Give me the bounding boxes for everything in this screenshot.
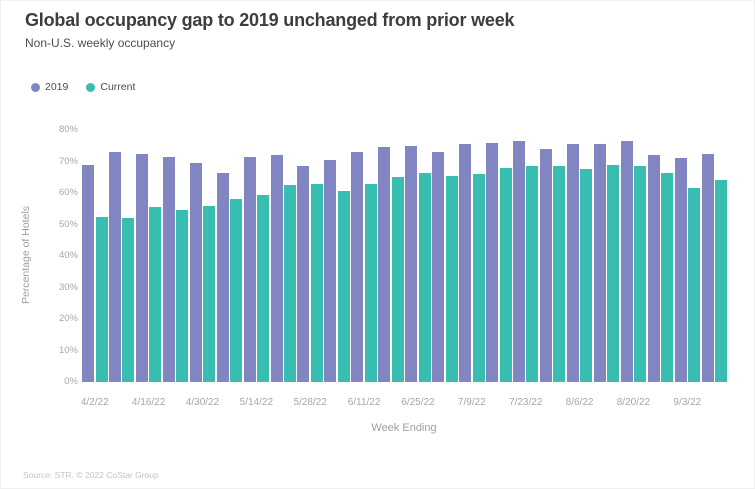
x-axis-title: Week Ending	[371, 422, 437, 434]
y-axis-tick-label: 20%	[58, 313, 78, 324]
x-axis-tick-label: 9/3/22	[673, 397, 702, 408]
x-axis-tick-label: 4/16/22	[131, 397, 166, 408]
y-axis-tick-label: 30%	[58, 281, 78, 293]
x-axis-tick-label: 7/23/22	[509, 397, 543, 408]
bar-current	[634, 166, 647, 382]
bar-2019	[270, 155, 283, 382]
x-axis-tick-label: 4/30/22	[185, 397, 220, 408]
legend: 2019 Current	[31, 81, 135, 93]
y-axis-tick-label: 80%	[58, 124, 78, 135]
chart-subtitle: Non-U.S. weekly occupancy	[25, 36, 176, 50]
bar-current	[715, 180, 727, 382]
source-credit: Source: STR. © 2022 CoStar Group	[23, 470, 159, 480]
bar-2019	[189, 163, 202, 382]
legend-label: 2019	[45, 81, 69, 93]
bar-2019	[620, 141, 633, 382]
legend-label: Current	[100, 81, 136, 93]
bar-current	[580, 169, 593, 382]
bar-2019	[539, 148, 552, 382]
bar-current	[95, 216, 108, 382]
bar-2019	[216, 172, 229, 382]
y-axis-tick-label: 70%	[58, 155, 78, 167]
y-axis-tick-label: 60%	[58, 187, 78, 198]
bar-2019	[108, 152, 121, 382]
bar-current	[149, 207, 162, 382]
bar-current	[364, 183, 377, 382]
y-axis-tick-label: 0%	[64, 376, 78, 387]
bar-current	[445, 175, 458, 382]
bar-current	[661, 172, 674, 382]
bar-2019	[297, 166, 310, 382]
x-axis-tick-label: 4/2/22	[80, 397, 109, 408]
bar-current	[418, 172, 431, 382]
bar-current	[553, 166, 566, 382]
bar-2019	[405, 145, 418, 382]
legend-dot-2019-icon	[31, 82, 40, 92]
x-axis-tick-label: 8/20/22	[616, 397, 651, 408]
bar-2019	[378, 147, 391, 382]
bar-2019	[135, 153, 148, 382]
bar-2019	[459, 144, 472, 382]
x-axis-tick-label: 6/11/22	[347, 397, 381, 408]
bar-2019	[243, 156, 256, 382]
bar-2019	[162, 156, 175, 382]
x-axis-tick-label: 8/6/22	[565, 397, 594, 408]
x-axis-tick-label: 7/9/22	[457, 397, 486, 408]
chart-title: Global occupancy gap to 2019 unchanged f…	[25, 10, 515, 30]
bar-current	[257, 194, 270, 382]
bar-2019	[486, 142, 499, 382]
x-axis: 4/2/22 4/16/22 4/30/22 5/14/22 5/28/22 6/11/2…	[80, 397, 727, 411]
plot-area	[82, 130, 727, 382]
legend-dot-current-icon	[86, 82, 96, 92]
bar-current	[203, 205, 216, 382]
x-axis-tick-label: 5/28/22	[293, 397, 327, 408]
y-axis-tick-label: 40%	[58, 250, 78, 261]
bar-current	[122, 218, 135, 382]
y-axis: 0% 10% 20% 30% 40% 50% 60% 70% 80%	[1, 1, 78, 489]
bar-current	[688, 188, 701, 382]
bar-2019	[647, 155, 660, 382]
x-axis-tick-label: 6/25/22	[401, 397, 435, 408]
bar-2019	[432, 152, 445, 382]
bar-current	[499, 167, 512, 382]
bar-current	[230, 199, 243, 382]
bar-2019	[566, 144, 579, 382]
bar-2019	[82, 164, 94, 382]
bar-current	[391, 177, 404, 382]
x-axis-tick-label: 5/14/22	[239, 397, 274, 408]
bar-2019	[701, 153, 714, 382]
bar-2019	[674, 158, 687, 382]
legend-item-2019: 2019	[31, 81, 68, 93]
bar-current	[284, 185, 297, 382]
y-axis-tick-label: 50%	[58, 218, 78, 230]
bar-current	[607, 164, 620, 382]
bar-current	[337, 191, 350, 382]
bar-current	[472, 174, 485, 382]
bar-current	[310, 183, 323, 382]
bar-current	[526, 166, 539, 382]
bar-2019	[512, 141, 525, 382]
legend-item-current: Current	[86, 81, 135, 93]
bar-current	[176, 210, 189, 382]
y-axis-tick-label: 10%	[58, 344, 78, 356]
bar-2019	[324, 159, 337, 382]
bar-2019	[351, 152, 364, 382]
bar-2019	[593, 144, 606, 382]
